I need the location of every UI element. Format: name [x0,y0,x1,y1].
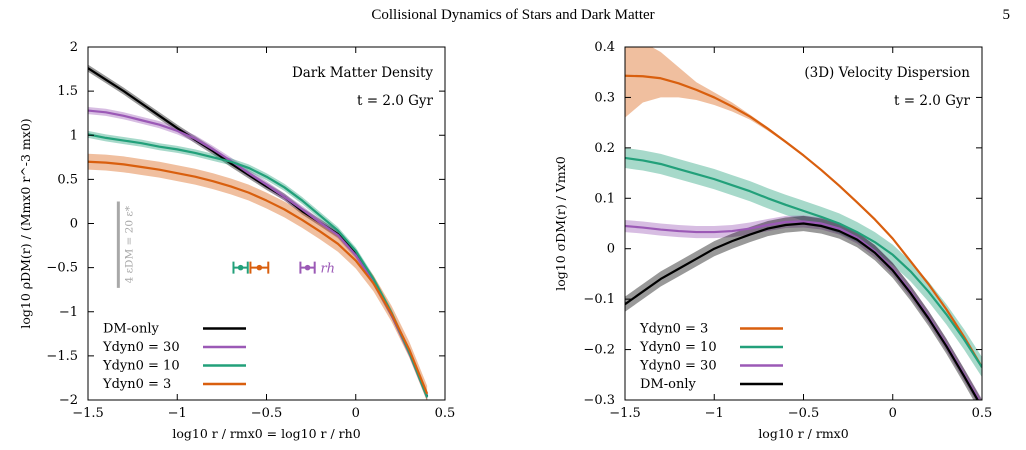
y-tick-label: 1.5 [57,84,78,99]
series-line-3 [625,222,979,400]
density-panel: −1.5 −1 −0.5 0 0.5−2−1.5−1−0.500.511.52log10… [18,40,455,441]
legend-label: Υdyn0 = 3 [639,322,708,337]
running-title: Collisional Dynamics of Stars and Dark M… [371,7,655,23]
y-tick-label: 1 [70,128,78,143]
x-tick-label: −0.5 [788,406,820,421]
x-tick-label: 0.5 [972,406,993,421]
panel-title: Dark Matter Density [292,65,433,81]
panel-subtitle: t = 2.0 Gyr [357,93,433,109]
rh-errorbar-1 [249,261,270,274]
y-tick-label: 0.5 [57,172,78,187]
y-tick-label: −1 [59,305,78,320]
series-line-0 [625,74,982,368]
y-tick-label: −0.3 [583,393,615,408]
series-band-2 [625,215,982,400]
plot-area [625,47,982,400]
y-tick-label: 0.1 [594,191,615,206]
y-tick-label: −0.1 [583,292,615,307]
y-tick-label: −0.2 [583,343,615,358]
y-axis-label: log10 σDM(r) / Vmx0 [553,156,568,291]
series-line-2 [88,133,429,398]
legend-label: DM-only [640,377,696,392]
y-tick-label: 2 [70,40,78,55]
x-tick-label: −0.5 [251,406,283,421]
panel-title: (3D) Velocity Dispersion [804,65,970,81]
legend-label: Υdyn0 = 30 [639,359,717,374]
y-tick-label: −1.5 [46,349,78,364]
page-header: Collisional Dynamics of Stars and Dark M… [0,0,1026,36]
y-tick-label: 0.3 [594,90,615,105]
rh-errorbar-2 [299,261,316,274]
x-axis-label: log10 r / rmx0 = log10 r / rh0 [172,426,360,441]
y-tick-label: 0.4 [594,40,615,55]
y-axis-label: log10 ρDM(r) / (Mmx0 r^-3 mx0) [18,118,33,328]
y-tick-label: −0.5 [46,261,78,276]
rh-errorbar-0 [232,261,249,274]
rh-errorbar-point [237,264,244,271]
velocity-dispersion-panel: −1.5 −1 −0.5 0 0.5 −0.3 −0.2 −0.1 0 0.1 0.2 0.3 0.4 l… [553,40,993,441]
rh-errorbar-point [304,264,311,271]
legend-label: Υdyn0 = 3 [102,377,171,392]
legend: DM-only Υdyn0 = 30 Υdyn0 = 10 Υdyn0 = 3 [102,322,246,392]
legend: Υdyn0 = 3 Υdyn0 = 10 Υdyn0 = 30 DM-only [639,322,783,392]
series-band-3 [88,153,428,400]
y-tick-label: 0 [70,217,78,232]
y-tick-label: −2 [59,393,78,408]
legend-label: Υdyn0 = 10 [102,359,180,374]
x-tick-label: −1.5 [72,406,104,421]
x-tick-label: 0 [889,406,897,421]
legend-label: Υdyn0 = 10 [639,340,717,355]
rh-label: rh [320,262,335,277]
x-axis-label: log10 r / rmx0 [758,426,848,441]
y-tick-label: 0.2 [594,141,615,156]
rh-errorbar-point [256,264,263,271]
page-number: 5 [1002,7,1011,23]
x-tick-label: −1 [168,406,187,421]
y-tick-label: 0 [607,242,615,257]
x-tick-label: 0 [352,406,360,421]
panel-subtitle: t = 2.0 Gyr [894,93,970,109]
legend-label: Υdyn0 = 30 [102,340,180,355]
softening-label: 4 εDM = 20 ε* [123,205,135,283]
series-band-1 [88,107,428,400]
x-tick-label: −1.5 [609,406,641,421]
series-line-3 [88,160,429,395]
series-line-1 [625,156,982,368]
legend-label: DM-only [103,322,159,337]
x-tick-label: −1 [705,406,724,421]
plot-area [88,64,429,400]
x-tick-label: 0.5 [435,406,456,421]
